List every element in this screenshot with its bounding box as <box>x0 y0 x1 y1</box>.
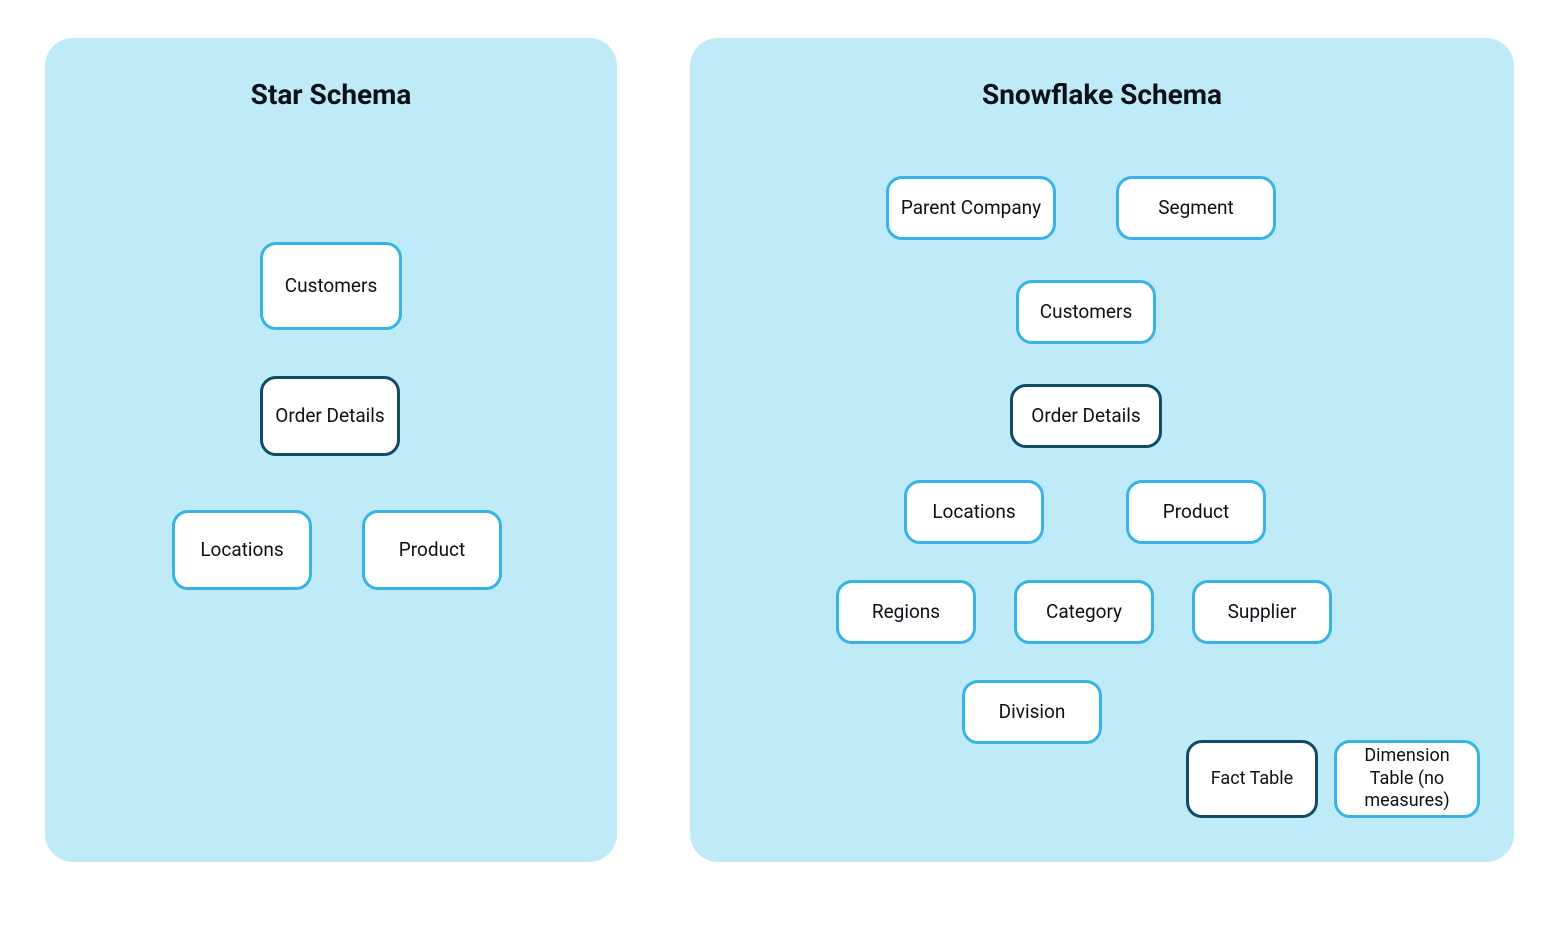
node-n_div: Division <box>962 680 1102 744</box>
node-leg_fact: Fact Table <box>1186 740 1318 818</box>
node-s_cust: Customers <box>260 242 402 330</box>
node-n_parent: Parent Company <box>886 176 1056 240</box>
node-n_prod: Product <box>1126 480 1266 544</box>
node-n_cat: Category <box>1014 580 1154 644</box>
node-s_loc: Locations <box>172 510 312 590</box>
node-n_sup: Supplier <box>1192 580 1332 644</box>
node-s_fact: Order Details <box>260 376 400 456</box>
panel-title-snow: Snowflake Schema <box>690 78 1514 111</box>
node-n_reg: Regions <box>836 580 976 644</box>
node-n_cust: Customers <box>1016 280 1156 344</box>
node-n_seg: Segment <box>1116 176 1276 240</box>
panel-title-star: Star Schema <box>45 78 617 111</box>
panel-snow: Snowflake Schema <box>690 38 1514 862</box>
node-n_loc: Locations <box>904 480 1044 544</box>
node-n_fact: Order Details <box>1010 384 1162 448</box>
node-s_prod: Product <box>362 510 502 590</box>
node-leg_dim: Dimension Table (no measures) <box>1334 740 1480 818</box>
diagram-canvas: Star Schema Snowflake Schema Customers Orde… <box>0 0 1566 928</box>
